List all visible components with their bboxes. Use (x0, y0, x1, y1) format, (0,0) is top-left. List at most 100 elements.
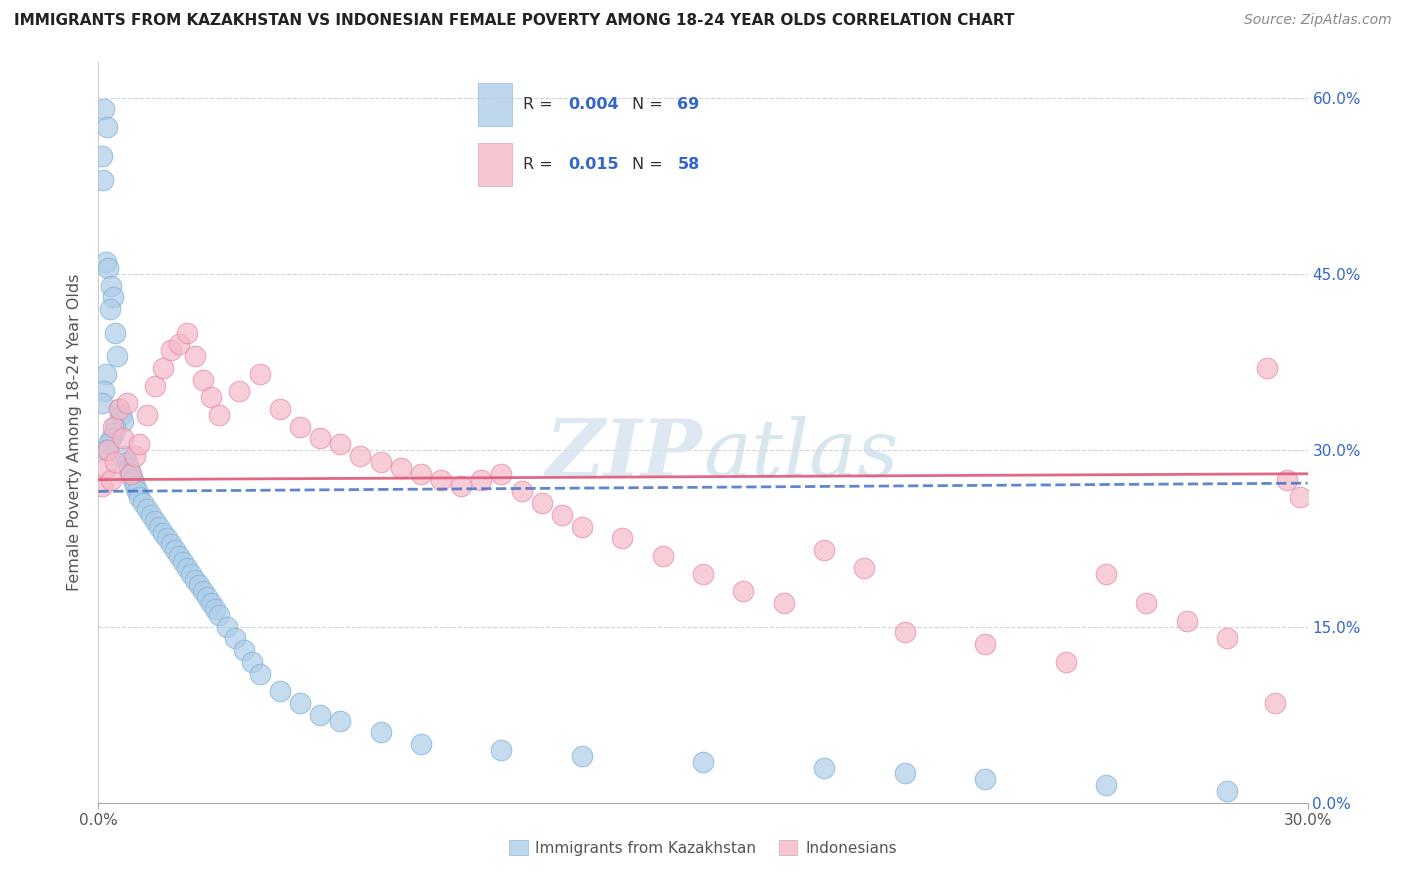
Point (118, 461, 141, 475)
Point (93, 103, 115, 117)
Point (208, 408, 231, 422)
Point (124, 449, 146, 463)
Point (1256, 361, 1278, 376)
Point (128, 490, 150, 504)
Point (240, 655, 263, 669)
Point (813, 543, 835, 558)
Point (249, 666, 271, 681)
Point (152, 525, 174, 540)
Point (1095, 778, 1118, 792)
Point (184, 573, 207, 587)
Point (1175, 614, 1198, 628)
Point (172, 555, 194, 569)
Point (288, 419, 311, 434)
Point (132, 496, 155, 510)
Point (510, 484, 533, 499)
Legend: Immigrants from Kazakhstan, Indonesians: Immigrants from Kazakhstan, Indonesians (503, 834, 903, 862)
Point (143, 378, 166, 392)
Point (120, 467, 142, 481)
Point (143, 514, 166, 528)
Point (180, 566, 202, 581)
Point (121, 473, 143, 487)
Point (370, 725, 392, 739)
Point (269, 684, 291, 698)
Point (224, 632, 246, 646)
Point (1054, 655, 1077, 669)
Point (125, 484, 148, 499)
Point (97, 443, 120, 458)
Point (1095, 566, 1118, 581)
Point (1288, 490, 1310, 504)
Point (1216, 632, 1239, 646)
Point (167, 549, 190, 563)
Point (135, 502, 157, 516)
Point (249, 367, 271, 381)
Point (94, 461, 117, 475)
Point (269, 402, 291, 417)
Point (184, 349, 207, 363)
Point (94, 255, 117, 269)
Point (103, 455, 125, 469)
Point (97, 437, 120, 451)
Point (176, 326, 198, 340)
Point (733, 584, 755, 599)
Point (409, 467, 432, 481)
Point (530, 496, 553, 510)
Point (139, 508, 162, 522)
Point (156, 532, 179, 546)
Point (571, 748, 593, 763)
Point (105, 349, 128, 363)
Point (96, 367, 118, 381)
Point (114, 449, 136, 463)
Point (195, 590, 218, 604)
Point (217, 619, 239, 633)
Point (107, 402, 129, 417)
Point (90, 149, 112, 163)
Point (200, 596, 222, 610)
Point (450, 478, 472, 492)
Point (103, 326, 125, 340)
Point (115, 455, 138, 469)
Point (551, 508, 574, 522)
Point (772, 596, 794, 610)
Text: atlas: atlas (703, 416, 898, 493)
Point (692, 755, 714, 769)
Point (1135, 596, 1157, 610)
Point (111, 414, 134, 428)
Text: IMMIGRANTS FROM KAZAKHSTAN VS INDONESIAN FEMALE POVERTY AMONG 18-24 YEAR OLDS CO: IMMIGRANTS FROM KAZAKHSTAN VS INDONESIAN… (14, 13, 1015, 29)
Point (120, 467, 142, 481)
Point (228, 384, 250, 399)
Point (167, 337, 190, 351)
Point (409, 737, 432, 751)
Point (692, 566, 714, 581)
Point (94, 443, 117, 458)
Point (104, 419, 127, 434)
Point (148, 519, 170, 533)
Point (103, 425, 125, 440)
Point (309, 707, 332, 722)
Point (91, 478, 114, 492)
Text: ZIP: ZIP (546, 416, 703, 493)
Point (974, 637, 997, 651)
Point (110, 408, 132, 422)
Point (160, 537, 183, 551)
Point (232, 643, 254, 657)
Point (176, 561, 198, 575)
Point (135, 408, 157, 422)
Point (1277, 473, 1299, 487)
Point (329, 714, 352, 728)
Point (91, 396, 114, 410)
Point (208, 607, 231, 622)
Point (309, 432, 332, 446)
Point (100, 473, 122, 487)
Point (349, 449, 371, 463)
Point (128, 437, 150, 451)
Point (329, 437, 352, 451)
Point (111, 432, 134, 446)
Point (200, 390, 222, 404)
Point (370, 455, 392, 469)
Point (98, 302, 121, 317)
Point (651, 549, 673, 563)
Point (115, 396, 138, 410)
Point (1264, 696, 1286, 710)
